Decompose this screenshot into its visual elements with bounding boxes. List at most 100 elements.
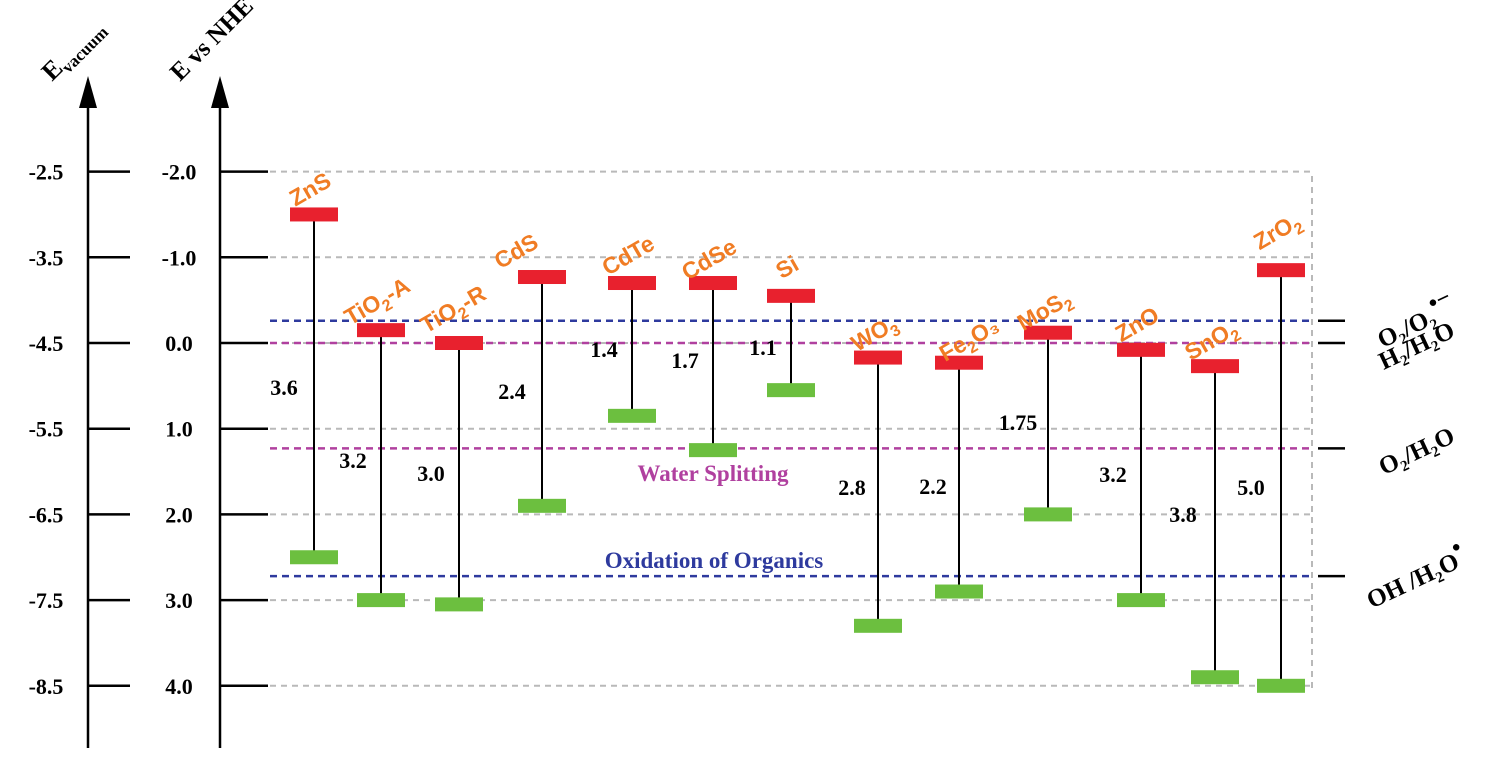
conduction-band-edge bbox=[518, 270, 566, 285]
nhe-tick-label: 0.0 bbox=[165, 331, 193, 356]
conduction-band-edge bbox=[435, 336, 483, 350]
material-cdte: 1.4 CdTe bbox=[590, 230, 659, 423]
material-label-text: ZrO2 bbox=[1249, 207, 1308, 259]
valence-band-edge bbox=[357, 593, 405, 608]
water-splitting-label: Water Splitting bbox=[637, 461, 789, 486]
conduction-band-edge bbox=[854, 350, 902, 365]
material-zns: 3.6 ZnS bbox=[270, 167, 338, 565]
valence-band-edge bbox=[1257, 678, 1305, 693]
band-gap-value: 1.4 bbox=[590, 337, 618, 362]
material-label: Si bbox=[771, 250, 803, 283]
material-cds: 2.4 CdS bbox=[490, 228, 566, 513]
vacuum-tick-label: -2.5 bbox=[29, 160, 64, 185]
valence-band-edge bbox=[518, 498, 566, 513]
material-label-text: ZnS bbox=[285, 167, 336, 211]
material-label: TiO2-R bbox=[416, 280, 493, 343]
band-gap-value: 1.75 bbox=[999, 410, 1038, 435]
band-gap-value: 2.4 bbox=[498, 379, 526, 404]
conduction-band-edge bbox=[1257, 263, 1305, 278]
nhe-tick-label: -2.0 bbox=[162, 160, 197, 185]
vacuum-axis-title: Evacuum bbox=[36, 23, 112, 87]
band-gap-value: 1.1 bbox=[749, 335, 777, 360]
oxidation-of-organics-label: Oxidation of Organics bbox=[605, 548, 824, 573]
material-label-text: ZnO bbox=[1111, 301, 1164, 347]
valence-band-edge bbox=[935, 584, 983, 599]
reference-label-main: OH /H₂O bbox=[1363, 548, 1464, 614]
material-tio2r: 3.0 TiO2-R bbox=[416, 280, 493, 612]
vacuum-tick-label: -6.5 bbox=[29, 502, 64, 527]
conduction-band-edge bbox=[935, 355, 983, 370]
band-gap-value: 3.8 bbox=[1169, 502, 1197, 527]
band-gap-value: 5.0 bbox=[1237, 475, 1265, 500]
material-si: 1.1 Si bbox=[749, 250, 815, 398]
reference-label-main: O₂/H₂O bbox=[1375, 422, 1459, 480]
vacuum-tick-label: -7.5 bbox=[29, 588, 64, 613]
vacuum-tick-label: -5.5 bbox=[29, 417, 64, 442]
nhe-axis-arrow bbox=[211, 76, 229, 108]
nhe-tick-label: 3.0 bbox=[165, 588, 193, 613]
vacuum-tick-label: -3.5 bbox=[29, 245, 64, 270]
vacuum-tick-label: -4.5 bbox=[29, 331, 64, 356]
nhe-tick-label: 1.0 bbox=[165, 417, 193, 442]
valence-band-edge bbox=[767, 383, 815, 398]
conduction-band-edge bbox=[357, 323, 405, 338]
material-zno: 3.2 ZnO bbox=[1099, 301, 1165, 608]
material-label: CdS bbox=[490, 228, 543, 274]
axis-ticks: -2.5 -2.0 -3.5 -1.0 -4.5 0.0 -5.5 1.0 -6.5 2.0 -7.… bbox=[29, 160, 268, 699]
valence-band-edge bbox=[435, 597, 483, 612]
nhe-axis-title-text: E vs NHE bbox=[165, 0, 259, 86]
nhe-axis-title: E vs NHE bbox=[165, 0, 259, 86]
band-gap-value: 2.2 bbox=[919, 474, 947, 499]
material-label-name: ZnS bbox=[285, 167, 336, 211]
nhe-tick-label: 4.0 bbox=[165, 674, 193, 699]
conduction-band-edge bbox=[689, 276, 737, 291]
material-label-name: TiO bbox=[416, 297, 462, 338]
material-label: ZnO bbox=[1111, 301, 1164, 347]
vacuum-axis-title-sub: vacuum bbox=[58, 23, 112, 77]
material-label-name: SnO bbox=[1180, 319, 1234, 365]
valence-band-edge bbox=[689, 443, 737, 458]
band-gap-value: 3.2 bbox=[1099, 462, 1127, 487]
valence-band-edge bbox=[1024, 507, 1072, 522]
material-label: CdTe bbox=[597, 230, 658, 280]
valence-band-edge bbox=[290, 550, 338, 565]
band-gap-value: 3.2 bbox=[339, 448, 367, 473]
reference-label-text: O₂/H₂O bbox=[1375, 422, 1459, 480]
material-label-name: ZnO bbox=[1111, 301, 1164, 347]
valence-band-edge bbox=[854, 618, 902, 633]
material-label-name: Si bbox=[771, 250, 803, 283]
conduction-band-edge bbox=[608, 276, 656, 291]
material-label-text: Si bbox=[771, 250, 803, 283]
band-gap-value: 1.7 bbox=[671, 348, 699, 373]
material-label-name: CdTe bbox=[597, 230, 658, 280]
nhe-tick-label: -1.0 bbox=[162, 245, 197, 270]
reference-label: O₂/H₂O bbox=[1375, 422, 1459, 480]
material-label: ZrO2 bbox=[1249, 207, 1308, 259]
conduction-band-edge bbox=[1024, 325, 1072, 340]
conduction-band-edge bbox=[767, 288, 815, 303]
material-label-text: CdTe bbox=[597, 230, 658, 280]
conduction-band-edge bbox=[1117, 342, 1165, 357]
vacuum-tick-label: -8.5 bbox=[29, 674, 64, 699]
conduction-band-edge bbox=[290, 207, 338, 222]
vacuum-axis-arrow bbox=[79, 76, 97, 108]
reference-label: OH /H₂O• bbox=[1363, 535, 1466, 615]
nhe-tick-label: 2.0 bbox=[165, 502, 193, 527]
material-label-name: ZrO bbox=[1249, 212, 1297, 255]
material-label-text: TiO2-R bbox=[416, 280, 493, 343]
material-label-text: CdS bbox=[490, 228, 543, 274]
conduction-band-edge bbox=[1191, 359, 1239, 374]
valence-band-edge bbox=[608, 408, 656, 423]
material-label: ZnS bbox=[285, 167, 336, 211]
valence-band-edge bbox=[1117, 593, 1165, 608]
valence-band-edge bbox=[1191, 670, 1239, 685]
band-gap-value: 3.0 bbox=[417, 461, 445, 486]
material-zro2: 5.0 ZrO2 bbox=[1237, 207, 1308, 693]
band-gap-value: 2.8 bbox=[838, 475, 866, 500]
